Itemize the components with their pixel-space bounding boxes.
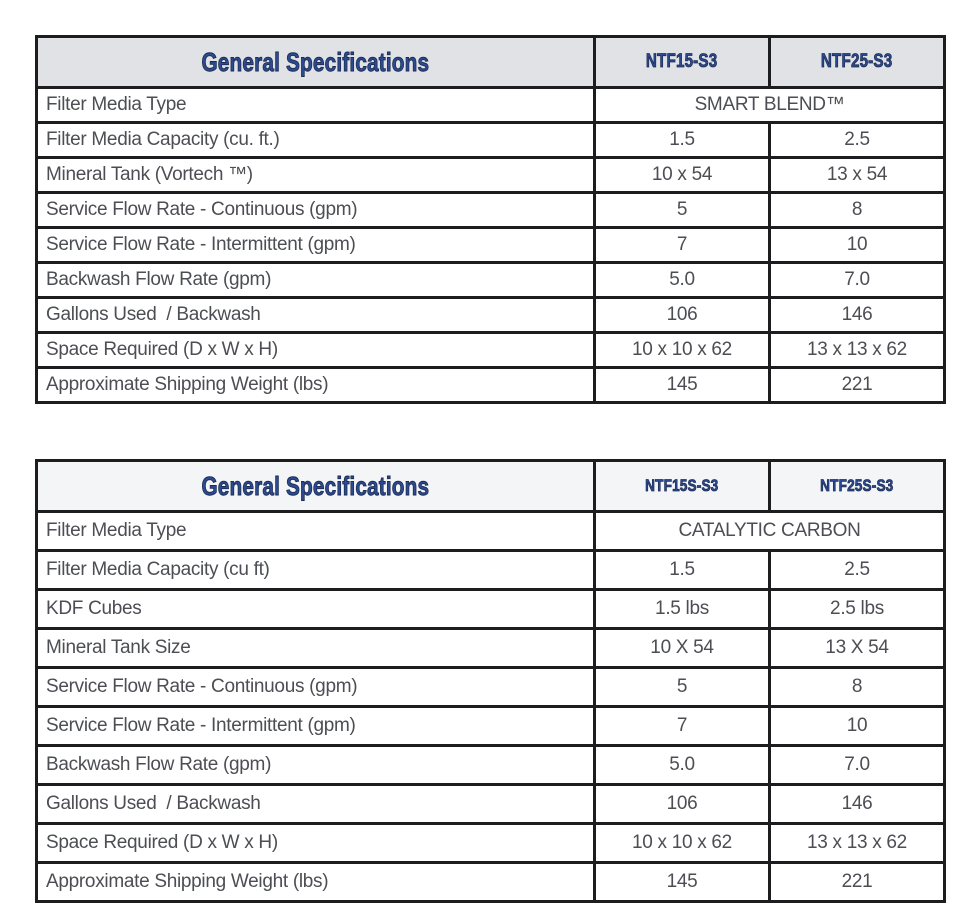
column-header-model-2: NTF25-S3 bbox=[768, 35, 946, 89]
spec-value: 146 bbox=[768, 296, 946, 334]
spec-value: 221 bbox=[768, 366, 946, 404]
spec-table-smart-blend: General Specifications NTF15-S3 NTF25-S3… bbox=[35, 35, 946, 404]
spec-value-merged: CATALYTIC CARBON bbox=[593, 510, 946, 552]
spec-row: Approximate Shipping Weight (lbs) 145 221 bbox=[35, 366, 946, 404]
table-title-cell: General Specifications bbox=[35, 459, 596, 513]
spec-row: Filter Media Type SMART BLEND™ bbox=[35, 86, 946, 124]
spec-value: 13 x 54 bbox=[768, 156, 946, 194]
spec-value: 13 X 54 bbox=[768, 627, 946, 669]
spec-value: 13 x 13 x 62 bbox=[768, 822, 946, 864]
spec-value: 2.5 lbs bbox=[768, 588, 946, 630]
spec-label: Service Flow Rate - Intermittent (gpm) bbox=[35, 226, 596, 264]
spec-value: 10 bbox=[768, 226, 946, 264]
spec-label: Filter Media Capacity (cu. ft.) bbox=[35, 121, 596, 159]
table-title: General Specifications bbox=[201, 46, 430, 77]
spec-row: Space Required (D x W x H) 10 x 10 x 62 13… bbox=[35, 331, 946, 369]
spec-row: Gallons Used / Backwash 106 146 bbox=[35, 783, 946, 825]
spec-value: 13 x 13 x 62 bbox=[768, 331, 946, 369]
spec-label: Service Flow Rate - Continuous (gpm) bbox=[35, 666, 596, 708]
spec-row: Service Flow Rate - Continuous (gpm) 5 8 bbox=[35, 191, 946, 229]
spec-value: 8 bbox=[768, 666, 946, 708]
spec-value: 10 bbox=[768, 705, 946, 747]
spec-value: 146 bbox=[768, 783, 946, 825]
column-header-model-1: NTF15-S3 bbox=[593, 35, 771, 89]
spec-label: Backwash Flow Rate (gpm) bbox=[35, 261, 596, 299]
spec-row: Mineral Tank (Vortech ™) 10 x 54 13 x 54 bbox=[35, 156, 946, 194]
spec-label: Approximate Shipping Weight (lbs) bbox=[35, 861, 596, 903]
spec-row: Filter Media Capacity (cu. ft.) 1.5 2.5 bbox=[35, 121, 946, 159]
spec-value: 1.5 bbox=[593, 549, 771, 591]
spec-value: 106 bbox=[593, 296, 771, 334]
spec-label: Approximate Shipping Weight (lbs) bbox=[35, 366, 596, 404]
column-header-model-2: NTF25S-S3 bbox=[768, 459, 946, 513]
column-header-label: NTF25S-S3 bbox=[820, 476, 894, 496]
spec-value: 10 x 10 x 62 bbox=[593, 822, 771, 864]
spec-value: 10 x 10 x 62 bbox=[593, 331, 771, 369]
spec-row: Service Flow Rate - Intermittent (gpm) 7 1… bbox=[35, 226, 946, 264]
spec-value: 10 x 54 bbox=[593, 156, 771, 194]
spec-value: 5.0 bbox=[593, 261, 771, 299]
spec-row: Mineral Tank Size 10 X 54 13 X 54 bbox=[35, 627, 946, 669]
spec-value: 2.5 bbox=[768, 121, 946, 159]
spec-label: Mineral Tank Size bbox=[35, 627, 596, 669]
spec-value-merged: SMART BLEND™ bbox=[593, 86, 946, 124]
spec-value: 8 bbox=[768, 191, 946, 229]
spec-value: 5.0 bbox=[593, 744, 771, 786]
table-title: General Specifications bbox=[201, 470, 430, 501]
spec-label: Space Required (D x W x H) bbox=[35, 331, 596, 369]
spec-row: Service Flow Rate - Continuous (gpm) 5 8 bbox=[35, 666, 946, 708]
spec-label: Service Flow Rate - Continuous (gpm) bbox=[35, 191, 596, 229]
table-title-cell: General Specifications bbox=[35, 35, 596, 89]
spec-value: 221 bbox=[768, 861, 946, 903]
spec-label: Mineral Tank (Vortech ™) bbox=[35, 156, 596, 194]
spec-value: 10 X 54 bbox=[593, 627, 771, 669]
column-header-model-1: NTF15S-S3 bbox=[593, 459, 771, 513]
spec-value: 7 bbox=[593, 226, 771, 264]
spec-value: 7.0 bbox=[768, 744, 946, 786]
column-header-label: NTF25-S3 bbox=[821, 51, 893, 73]
spec-label: Space Required (D x W x H) bbox=[35, 822, 596, 864]
spec-row: KDF Cubes 1.5 lbs 2.5 lbs bbox=[35, 588, 946, 630]
spec-row: Approximate Shipping Weight (lbs) 145 221 bbox=[35, 861, 946, 903]
spec-label: Gallons Used / Backwash bbox=[35, 296, 596, 334]
spec-value: 5 bbox=[593, 666, 771, 708]
spec-label: Service Flow Rate - Intermittent (gpm) bbox=[35, 705, 596, 747]
spec-label: Filter Media Type bbox=[35, 510, 596, 552]
spec-row: Space Required (D x W x H) 10 x 10 x 62 13… bbox=[35, 822, 946, 864]
spec-label: Backwash Flow Rate (gpm) bbox=[35, 744, 596, 786]
spec-value: 145 bbox=[593, 366, 771, 404]
spec-label: KDF Cubes bbox=[35, 588, 596, 630]
spec-value: 7 bbox=[593, 705, 771, 747]
spec-value: 5 bbox=[593, 191, 771, 229]
general-specifications-table: General Specifications NTF15-S3 NTF25-S3… bbox=[35, 35, 946, 404]
spec-label: Filter Media Type bbox=[35, 86, 596, 124]
spec-row: Gallons Used / Backwash 106 146 bbox=[35, 296, 946, 334]
spec-value: 2.5 bbox=[768, 549, 946, 591]
spec-table-catalytic-carbon: General Specifications NTF15S-S3 NTF25S-… bbox=[35, 459, 946, 903]
spec-row: Backwash Flow Rate (gpm) 5.0 7.0 bbox=[35, 744, 946, 786]
general-specifications-table: General Specifications NTF15S-S3 NTF25S-… bbox=[35, 459, 946, 903]
column-header-label: NTF15S-S3 bbox=[645, 476, 719, 496]
spec-value: 106 bbox=[593, 783, 771, 825]
spec-value: 1.5 bbox=[593, 121, 771, 159]
spec-value: 145 bbox=[593, 861, 771, 903]
spec-label: Filter Media Capacity (cu ft) bbox=[35, 549, 596, 591]
spec-row: Filter Media Type CATALYTIC CARBON bbox=[35, 510, 946, 552]
table-header-row: General Specifications NTF15-S3 NTF25-S3 bbox=[35, 35, 946, 89]
spec-row: Filter Media Capacity (cu ft) 1.5 2.5 bbox=[35, 549, 946, 591]
column-header-label: NTF15-S3 bbox=[646, 51, 718, 73]
spec-row: Service Flow Rate - Intermittent (gpm) 7 1… bbox=[35, 705, 946, 747]
spec-row: Backwash Flow Rate (gpm) 5.0 7.0 bbox=[35, 261, 946, 299]
spec-value: 1.5 lbs bbox=[593, 588, 771, 630]
spec-label: Gallons Used / Backwash bbox=[35, 783, 596, 825]
spec-value: 7.0 bbox=[768, 261, 946, 299]
table-header-row: General Specifications NTF15S-S3 NTF25S-… bbox=[35, 459, 946, 513]
